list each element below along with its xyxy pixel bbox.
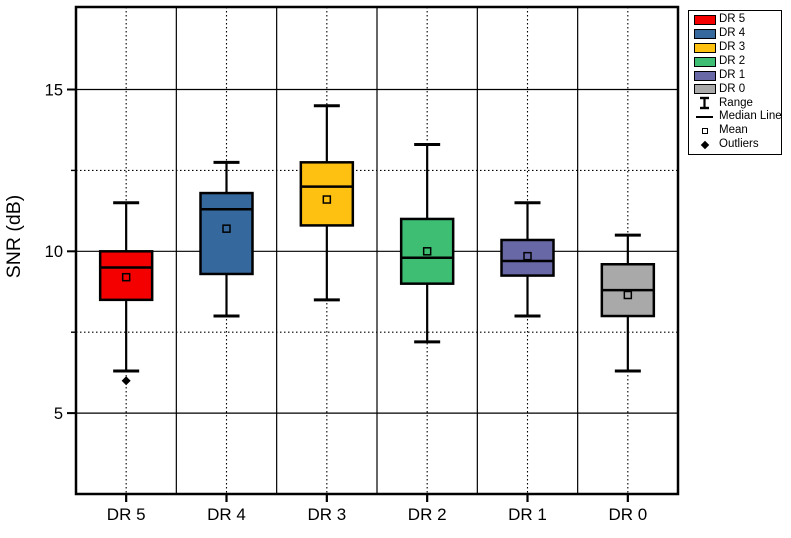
y-tick-label: 5 [54, 405, 63, 423]
box-dr-5 [98, 250, 154, 302]
range-whisker-icon [700, 97, 709, 110]
box-dr-1 [500, 238, 555, 277]
color-swatch-dr-2 [693, 56, 716, 67]
median-line-icon [690, 115, 719, 119]
color-swatch-dr-5 [693, 14, 716, 25]
legend-row-dr-3: DR 3 [690, 40, 781, 54]
legend-swatch-icon [690, 14, 719, 25]
mean-marker-dr-5 [121, 272, 131, 282]
legend-swatch-icon [690, 70, 719, 81]
legend-row-dr-4: DR 4 [690, 28, 781, 40]
color-swatch-dr-3 [693, 42, 716, 53]
legend-label: DR 0 [719, 82, 746, 95]
legend-label: DR 5 [719, 13, 746, 26]
legend-row-range: Range [690, 96, 781, 110]
mean-marker-dr-0 [623, 290, 633, 300]
legend-swatch-icon [690, 56, 719, 67]
legend-row-outliers: Outliers [690, 139, 781, 151]
mean-marker-dr-3 [322, 195, 332, 204]
y-tick-label: 10 [45, 243, 63, 261]
color-swatch-dr-1 [693, 70, 716, 81]
range-icon [690, 96, 719, 110]
outlier-marker-dr-5 [121, 376, 131, 386]
color-swatch-dr-0 [693, 84, 716, 95]
outliers-icon [690, 140, 719, 150]
outlier-diamond-glyph [700, 140, 709, 150]
y-axis-label: SNR (dB) [3, 195, 25, 278]
legend-label: DR 1 [719, 68, 746, 81]
legend-label: Mean [719, 124, 748, 137]
legend-label: DR 4 [719, 27, 746, 40]
legend-label: Range [719, 96, 753, 109]
legend-label: Outliers [719, 138, 759, 151]
x-tick-label: DR 5 [107, 505, 146, 524]
legend: DR 5 DR 4 DR 3 DR 2 DR 1 DR 0 Range Median Line… [688, 10, 782, 155]
legend-row-dr-0: DR 0 [690, 83, 781, 95]
y-tick-label: 15 [45, 81, 63, 99]
median-line-glyph [696, 115, 713, 119]
x-tick-label: DR 0 [608, 505, 647, 524]
legend-row-median-line: Median Line [690, 110, 782, 123]
legend-row-dr-5: DR 5 [690, 14, 781, 26]
x-tick-label: DR 2 [408, 505, 447, 524]
x-tick-label: DR 4 [207, 505, 246, 524]
legend-swatch-icon [690, 42, 719, 53]
box-dr-4 [199, 191, 254, 276]
mean-marker-dr-1 [523, 251, 532, 261]
mean-marker-dr-2 [422, 247, 432, 256]
legend-row-dr-1: DR 1 [690, 68, 781, 82]
legend-label: Median Line [719, 110, 782, 123]
mean-marker-dr-4 [222, 224, 231, 233]
legend-swatch-icon [690, 84, 719, 95]
box-dr-3 [299, 161, 355, 227]
x-tick-label: DR 3 [307, 505, 346, 524]
mean-square-glyph [701, 128, 708, 135]
legend-swatch-icon [690, 28, 719, 39]
box-dr-2 [399, 217, 455, 285]
x-tick-label: DR 1 [508, 505, 547, 524]
legend-label: DR 2 [719, 54, 746, 67]
legend-row-dr-2: DR 2 [690, 54, 781, 68]
mean-icon [690, 128, 719, 135]
legend-label: DR 3 [719, 40, 746, 53]
color-swatch-dr-4 [693, 28, 716, 39]
legend-row-mean: Mean [690, 125, 781, 137]
